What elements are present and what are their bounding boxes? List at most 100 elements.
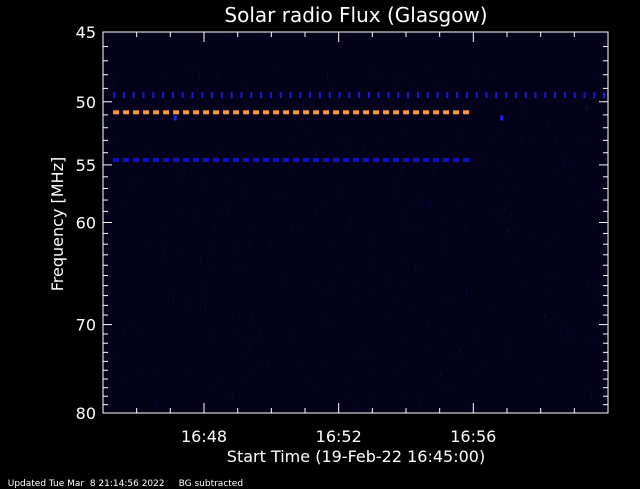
dotted-emission-line [260,92,263,99]
y-tick-label: 80 [76,404,96,423]
noise-speck [382,71,384,75]
noise-speck [189,64,191,71]
dotted-emission-line [289,92,292,99]
noise-speck [192,104,194,109]
dotted-emission-line [456,92,459,99]
noise-speck [591,394,593,400]
noise-speck [315,210,317,217]
noise-speck [600,396,602,403]
dashed-emission-line [343,110,350,115]
noise-speck [344,227,346,231]
dotted-emission-line [171,92,174,99]
noise-speck [389,312,391,318]
noise-speck [510,213,512,219]
noise-speck [200,258,202,265]
noise-speck [184,172,186,176]
noise-speck [501,164,503,170]
noise-speck [148,146,150,151]
dashed-emission-line [353,110,360,115]
noise-speck [466,288,468,295]
noise-speck [204,303,206,310]
noise-speck [547,119,549,125]
dotted-emission-line [338,92,341,99]
noise-speck [203,113,205,120]
noise-speck [550,273,552,277]
noise-speck [459,205,461,209]
dashed-emission-line [273,110,280,115]
noise-speck [126,201,128,206]
noise-speck [129,180,131,187]
dashed-emission-line [253,110,260,115]
noise-speck [330,320,332,326]
noise-speck [315,148,317,156]
noise-speck [507,227,509,233]
noise-speck [378,141,380,145]
dotted-emission-line [407,92,410,99]
noise-speck [573,335,575,342]
noise-speck [591,295,593,300]
dashed-emission-line [263,158,270,162]
spot-feature [173,115,177,121]
y-axis: 45 50 55 60 70 80 [76,23,608,423]
noise-speck [584,278,586,282]
noise-speck [243,354,245,357]
noise-speck [198,73,200,80]
dashed-emission-line [283,158,290,162]
x-tick-label: 16:56 [450,427,496,446]
noise-speck [555,316,557,321]
noise-speck [254,371,255,376]
noise-speck [502,128,504,134]
noise-speck [532,233,534,237]
noise-speck [355,309,357,312]
y-tick-label: 60 [76,214,96,233]
dotted-emission-line [162,92,165,99]
dashed-emission-line [363,110,370,115]
dotted-emission-line [328,92,331,99]
noise-speck [213,228,215,232]
background-noise [106,63,602,412]
noise-speck [347,379,349,382]
noise-speck [401,359,403,363]
noise-speck [106,226,107,231]
noise-speck [420,397,422,401]
dashed-emission-line [433,110,440,115]
noise-speck [164,115,166,123]
noise-speck [134,366,136,369]
noise-speck [400,170,402,177]
dotted-emission-line [416,92,419,99]
dashed-emission-line [133,110,140,115]
noise-speck [323,364,325,371]
dashed-emission-line [123,110,130,115]
dashed-emission-line [213,110,220,115]
noise-speck [369,236,371,242]
dashed-emission-line [193,110,200,115]
noise-speck [177,212,179,217]
noise-speck [557,237,559,241]
spot-feature [500,115,504,121]
noise-speck [176,249,178,254]
noise-speck [107,192,109,197]
noise-speck [552,173,554,178]
noise-speck [159,93,161,97]
dashed-emission-line [163,110,170,115]
dotted-emission-line [524,92,527,99]
noise-speck [209,389,211,394]
noise-speck [363,144,365,152]
x-axis: 16:48 16:52 16:56 [136,32,575,446]
noise-speck [209,334,211,341]
noise-speck [430,200,432,207]
noise-speck [322,259,324,262]
noise-speck [438,80,440,84]
dashed-emission-line [463,110,470,115]
dotted-emission-line [230,92,233,99]
noise-speck [232,244,234,250]
dashed-emission-line [253,158,260,162]
noise-speck [349,392,351,396]
noise-speck [401,340,403,346]
noise-speck [446,107,448,112]
dashed-emission-line [423,110,430,115]
noise-speck [484,363,486,367]
noise-speck [296,360,298,363]
noise-speck [190,301,192,308]
noise-speck [249,243,250,249]
